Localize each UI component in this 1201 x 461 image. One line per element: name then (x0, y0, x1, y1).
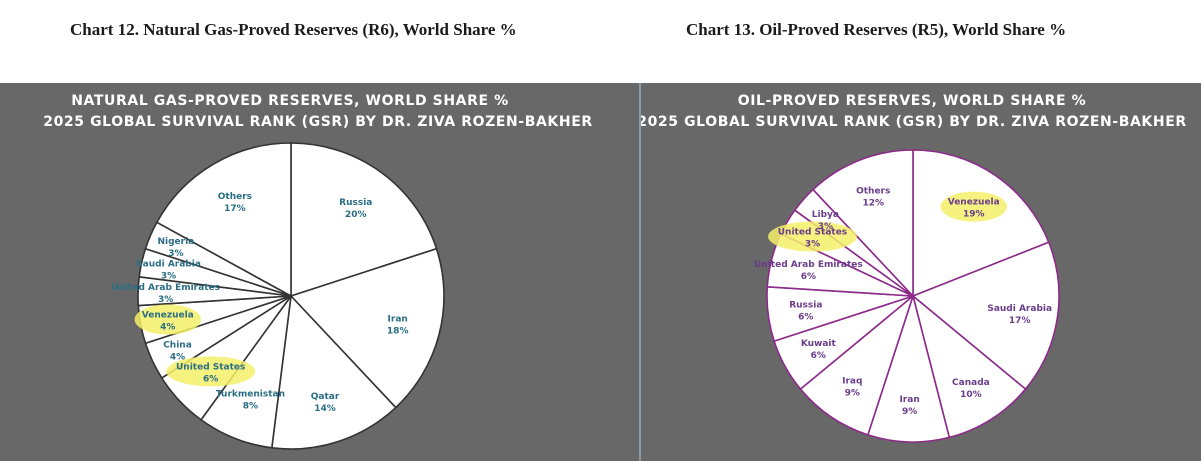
oil-label-name-united-arab-emirates: United Arab Emirates (754, 260, 863, 270)
oil-chart-title: OIL-PROVED RESERVES, WORLD SHARE % (738, 93, 1087, 109)
oil-label-value-russia: 6% (798, 313, 813, 323)
oil-label-name-united-states: United States (778, 228, 847, 238)
oil-label-value-united-states: 3% (805, 240, 820, 250)
gas-label-name-venezuela: Venezuela (142, 311, 194, 321)
oil-labels: Venezuela 19% Saudi Arabia 17% Canada 10% Iran… (754, 187, 1052, 417)
chart-13-caption: Chart 13. Oil-Proved Reserves (R5), Worl… (686, 20, 1067, 39)
oil-highlight-venezuela (940, 191, 1007, 222)
oil-label-name-venezuela: Venezuela (948, 198, 1000, 208)
gas-label-name-united-arab-emirates: United Arab Emirates (111, 283, 220, 293)
gas-label-value-russia: 20% (345, 210, 367, 220)
gas-label-name-saudi-arabia: Saudi Arabia (136, 260, 201, 270)
gas-label-value-china: 4% (170, 352, 185, 362)
gas-chart-subtitle: 2025 GLOBAL SURVIVAL RANK (GSR) BY DR. Z… (43, 114, 593, 130)
gas-pie-chart: NATURAL GAS-PROVED RESERVES, WORLD SHARE… (43, 93, 593, 450)
gas-label-china: China 4% (163, 340, 192, 362)
gas-label-united-arab-emirates: United Arab Emirates 3% (111, 283, 220, 305)
gas-highlight-united-states (166, 356, 256, 387)
oil-label-value-iraq: 9% (845, 388, 860, 398)
gas-label-name-united-states: United States (176, 362, 245, 372)
oil-slice-venezuela (912, 149, 1050, 297)
oil-label-libya: Libya 3% (812, 210, 839, 232)
gas-label-name-qatar: Qatar (311, 392, 340, 402)
oil-label-name-canada: Canada (952, 378, 990, 388)
gas-highlight-venezuela (134, 304, 201, 335)
gas-label-name-turkmenistan: Turkmenistan (216, 389, 285, 399)
gas-label-value-qatar: 14% (314, 404, 336, 414)
gas-label-russia: Russia 20% (339, 198, 372, 220)
oil-label-value-kuwait: 6% (811, 351, 826, 361)
oil-label-value-libya: 3% (818, 222, 833, 232)
gas-slices (137, 142, 445, 450)
gas-label-iran: Iran 18% (387, 314, 409, 336)
gas-label-value-others: 17% (224, 204, 246, 214)
gas-label-saudi-arabia: Saudi Arabia 3% (136, 260, 201, 282)
gas-label-value-united-arab-emirates: 3% (158, 295, 173, 305)
oil-slice-others (812, 149, 914, 297)
oil-label-kuwait: Kuwait 6% (801, 339, 837, 361)
gas-label-name-iran: Iran (388, 314, 408, 324)
chart-12-caption: Chart 12. Natural Gas-Proved Reserves (R… (70, 20, 517, 39)
gas-label-qatar: Qatar 14% (311, 392, 340, 414)
gas-labels: Russia 20% Iran 18% Qatar 14% Turkmenistan 8% Un… (111, 192, 408, 414)
panel-divider (639, 83, 641, 461)
oil-label-value-united-arab-emirates: 6% (801, 272, 816, 282)
oil-label-iran: Iran 9% (899, 395, 919, 417)
oil-label-name-others: Others (856, 187, 890, 197)
oil-label-value-saudi-arabia: 17% (1009, 316, 1031, 326)
oil-label-venezuela: Venezuela 19% (940, 191, 1007, 222)
oil-label-name-kuwait: Kuwait (801, 339, 837, 349)
oil-label-name-iraq: Iraq (842, 376, 862, 386)
oil-label-iraq: Iraq 9% (842, 376, 862, 398)
oil-label-name-russia: Russia (789, 301, 822, 311)
oil-label-name-saudi-arabia: Saudi Arabia (987, 304, 1052, 314)
gas-slice-russia (290, 142, 438, 297)
oil-slice-iraq (799, 295, 914, 436)
oil-label-canada: Canada 10% (952, 378, 990, 400)
gas-label-value-venezuela: 4% (160, 323, 175, 333)
gas-label-name-china: China (163, 340, 192, 350)
gas-slice-iran (290, 247, 445, 409)
gas-label-nigeria: Nigeria 3% (157, 237, 194, 259)
gas-chart-panel: NATURAL GAS-PROVED RESERVES, WORLD SHARE… (0, 83, 639, 461)
oil-label-saudi-arabia: Saudi Arabia 17% (987, 304, 1052, 326)
oil-label-united-arab-emirates: United Arab Emirates 6% (754, 260, 863, 282)
oil-slice-canada (912, 295, 1027, 439)
oil-chart-panel: OIL-PROVED RESERVES, WORLD SHARE % 2025 … (641, 83, 1201, 461)
oil-label-value-others: 12% (862, 199, 884, 209)
oil-chart-subtitle: 2025 GLOBAL SURVIVAL RANK (GSR) BY DR. Z… (641, 114, 1187, 130)
gas-label-value-saudi-arabia: 3% (161, 272, 176, 282)
oil-label-value-canada: 10% (960, 390, 982, 400)
gas-label-united-states: United States 6% (166, 356, 256, 387)
gas-slice-qatar (271, 295, 397, 450)
gas-label-others: Others 17% (218, 192, 252, 214)
gas-label-value-turkmenistan: 8% (243, 401, 258, 411)
gas-label-value-nigeria: 3% (168, 249, 183, 259)
gas-label-name-russia: Russia (339, 198, 372, 208)
oil-label-value-venezuela: 19% (963, 210, 985, 220)
gas-label-turkmenistan: Turkmenistan 8% (216, 389, 285, 411)
oil-highlight-united-states (768, 221, 857, 252)
oil-label-russia: Russia 6% (789, 301, 822, 323)
oil-label-name-iran: Iran (899, 395, 919, 405)
gas-label-venezuela: Venezuela 4% (134, 304, 201, 335)
oil-slice-iran (867, 295, 951, 443)
gas-chart-title: NATURAL GAS-PROVED RESERVES, WORLD SHARE… (71, 93, 509, 109)
oil-label-others: Others 12% (856, 187, 890, 209)
oil-slice-saudi-arabia (912, 241, 1060, 390)
oil-slices (766, 149, 1060, 443)
gas-label-name-others: Others (218, 192, 252, 202)
gas-slice-others (156, 142, 292, 297)
oil-label-value-iran: 9% (902, 407, 917, 417)
gas-label-name-nigeria: Nigeria (157, 237, 194, 247)
gas-label-value-united-states: 6% (203, 374, 218, 384)
oil-pie-chart: OIL-PROVED RESERVES, WORLD SHARE % 2025 … (641, 93, 1187, 443)
oil-label-name-libya: Libya (812, 210, 839, 220)
gas-label-value-iran: 18% (387, 326, 409, 336)
